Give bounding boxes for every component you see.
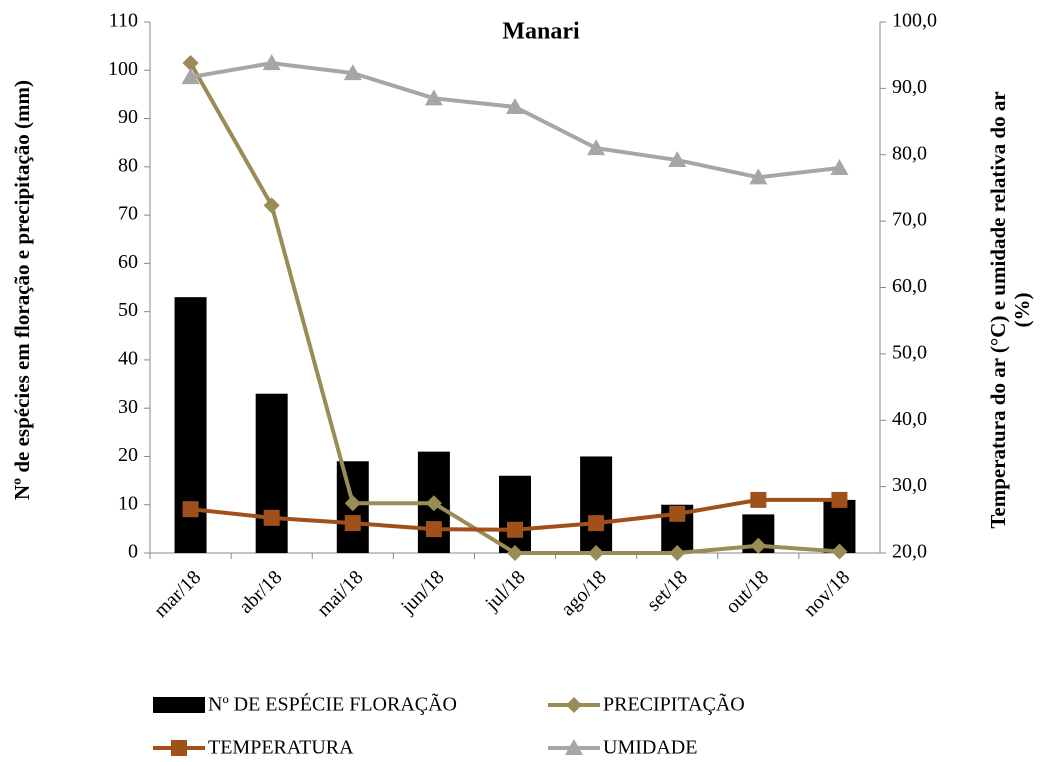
point: [506, 97, 524, 114]
y2-tick-label: 20,0: [892, 541, 927, 563]
point: [587, 139, 606, 156]
y-tick-label: 30: [118, 396, 138, 418]
y-tick-label: 50: [118, 299, 138, 321]
point: [182, 55, 199, 72]
point: [343, 64, 362, 81]
y2-axis-label: (%): [1010, 293, 1034, 328]
legend-swatch: [153, 697, 205, 713]
y2-tick-label: 90,0: [892, 76, 927, 98]
point: [344, 495, 361, 512]
x-tick-label: abr/18: [235, 566, 287, 618]
point: [262, 54, 281, 71]
y-tick-label: 40: [118, 348, 138, 370]
point: [588, 515, 605, 532]
x-tick-label: mar/18: [150, 566, 206, 622]
point: [344, 515, 361, 532]
y-tick-label: 80: [118, 154, 138, 176]
x-tick-label: ago/18: [557, 566, 611, 620]
x-tick-label: jun/18: [396, 566, 448, 618]
y-axis-label: Nº de espécies em floração e precipitaçã…: [10, 80, 34, 500]
y-tick-label: 70: [118, 203, 138, 225]
point: [669, 545, 686, 561]
y-tick-label: 110: [109, 10, 138, 32]
y2-tick-label: 80,0: [892, 142, 927, 164]
point: [425, 521, 442, 538]
y2-tick-label: 100,0: [892, 10, 937, 32]
point: [588, 545, 605, 561]
bar: [499, 475, 531, 553]
legend-marker: [565, 739, 583, 755]
bar: [255, 393, 288, 553]
x-tick-label: nov/18: [799, 566, 854, 621]
bar: [580, 456, 613, 553]
point: [750, 537, 767, 554]
y-tick-label: 0: [128, 541, 138, 563]
y-tick-label: 10: [118, 492, 138, 514]
y-tick-label: 90: [118, 106, 138, 128]
point: [668, 151, 687, 168]
legend-label: PRECIPITAÇÃO: [603, 692, 745, 716]
point: [263, 197, 280, 214]
x-tick-label: jul/18: [481, 566, 530, 615]
y-tick-label: 60: [118, 251, 138, 273]
point: [830, 159, 849, 176]
chart-title: Manari: [502, 19, 580, 45]
y-tick-label: 100: [108, 58, 138, 80]
point: [263, 509, 280, 526]
point: [507, 521, 523, 538]
y2-axis-label: Temperatura do ar (°C) e umidade relativ…: [986, 91, 1010, 528]
point: [831, 491, 848, 508]
legend-label: UMIDADE: [603, 737, 697, 759]
legend-marker: [171, 740, 187, 756]
point: [669, 505, 686, 522]
point: [424, 89, 443, 106]
x-tick-label: out/18: [721, 566, 773, 618]
line: [190, 61, 840, 180]
y-tick-label: 20: [118, 444, 138, 466]
x-tick-label: mai/18: [313, 566, 368, 621]
legend-marker: [566, 697, 582, 713]
legend-label: TEMPERATURA: [208, 737, 354, 759]
y2-tick-label: 60,0: [892, 275, 927, 297]
y2-tick-label: 40,0: [892, 408, 927, 430]
y2-tick-label: 50,0: [892, 341, 927, 363]
point: [425, 495, 442, 512]
point: [182, 501, 199, 518]
point: [750, 491, 767, 508]
point: [831, 543, 848, 560]
legend-label: Nº DE ESPÉCIE FLORAÇÃO: [208, 692, 457, 716]
point: [181, 68, 200, 85]
y2-tick-label: 30,0: [892, 474, 927, 496]
point: [507, 545, 523, 561]
x-tick-label: set/18: [643, 566, 692, 615]
point: [749, 168, 768, 185]
y2-tick-label: 70,0: [892, 209, 927, 231]
